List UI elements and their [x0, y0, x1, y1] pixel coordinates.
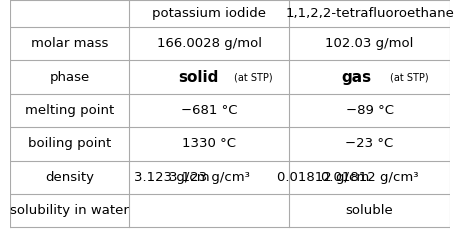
- Text: (at STP): (at STP): [234, 72, 272, 82]
- Text: potassium iodide: potassium iodide: [152, 7, 266, 20]
- Text: molar mass: molar mass: [31, 37, 109, 50]
- Text: 0.01812 g/cm³: 0.01812 g/cm³: [321, 171, 418, 184]
- Text: soluble: soluble: [346, 204, 394, 217]
- Text: 102.03 g/mol: 102.03 g/mol: [325, 37, 414, 50]
- Text: melting point: melting point: [25, 104, 114, 117]
- Text: 166.0028 g/mol: 166.0028 g/mol: [157, 37, 262, 50]
- Text: 3.123 g/cm³: 3.123 g/cm³: [169, 171, 250, 184]
- Text: (at STP): (at STP): [390, 72, 428, 82]
- Text: 3.123 g/cm: 3.123 g/cm: [134, 171, 209, 184]
- Text: density: density: [45, 171, 94, 184]
- Text: −23 °C: −23 °C: [345, 137, 394, 150]
- Text: boiling point: boiling point: [28, 137, 111, 150]
- Text: phase: phase: [50, 70, 90, 84]
- Text: −681 °C: −681 °C: [181, 104, 237, 117]
- Text: −89 °C: −89 °C: [345, 104, 394, 117]
- Text: 1,1,2,2-tetrafluoroethane: 1,1,2,2-tetrafluoroethane: [285, 7, 454, 20]
- Text: solubility in water: solubility in water: [10, 204, 129, 217]
- Text: 0.01812 g/cm: 0.01812 g/cm: [278, 171, 370, 184]
- Text: gas: gas: [341, 70, 372, 85]
- Text: solid: solid: [178, 70, 219, 85]
- Text: 1330 °C: 1330 °C: [182, 137, 236, 150]
